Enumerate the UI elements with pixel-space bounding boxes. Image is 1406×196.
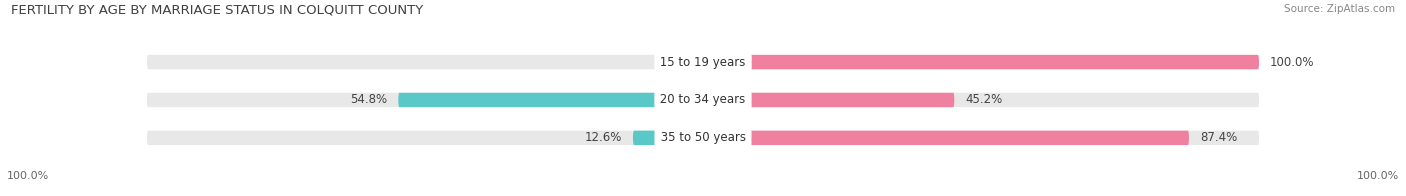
FancyBboxPatch shape <box>148 131 1258 145</box>
Text: 15 to 19 years: 15 to 19 years <box>657 56 749 69</box>
Text: Source: ZipAtlas.com: Source: ZipAtlas.com <box>1284 4 1395 14</box>
Text: 45.2%: 45.2% <box>966 93 1002 106</box>
Text: 100.0%: 100.0% <box>1357 171 1399 181</box>
Text: 100.0%: 100.0% <box>7 171 49 181</box>
Text: 54.8%: 54.8% <box>350 93 387 106</box>
FancyBboxPatch shape <box>148 55 1258 69</box>
Text: 12.6%: 12.6% <box>585 131 621 144</box>
FancyBboxPatch shape <box>398 93 703 107</box>
FancyBboxPatch shape <box>633 131 703 145</box>
FancyBboxPatch shape <box>703 131 1189 145</box>
FancyBboxPatch shape <box>703 93 955 107</box>
Text: 100.0%: 100.0% <box>1270 56 1315 69</box>
Text: FERTILITY BY AGE BY MARRIAGE STATUS IN COLQUITT COUNTY: FERTILITY BY AGE BY MARRIAGE STATUS IN C… <box>11 4 423 17</box>
Text: 87.4%: 87.4% <box>1201 131 1237 144</box>
FancyBboxPatch shape <box>148 93 1258 107</box>
Text: 0.0%: 0.0% <box>662 56 692 69</box>
Text: 20 to 34 years: 20 to 34 years <box>657 93 749 106</box>
Text: 35 to 50 years: 35 to 50 years <box>657 131 749 144</box>
FancyBboxPatch shape <box>703 55 1258 69</box>
